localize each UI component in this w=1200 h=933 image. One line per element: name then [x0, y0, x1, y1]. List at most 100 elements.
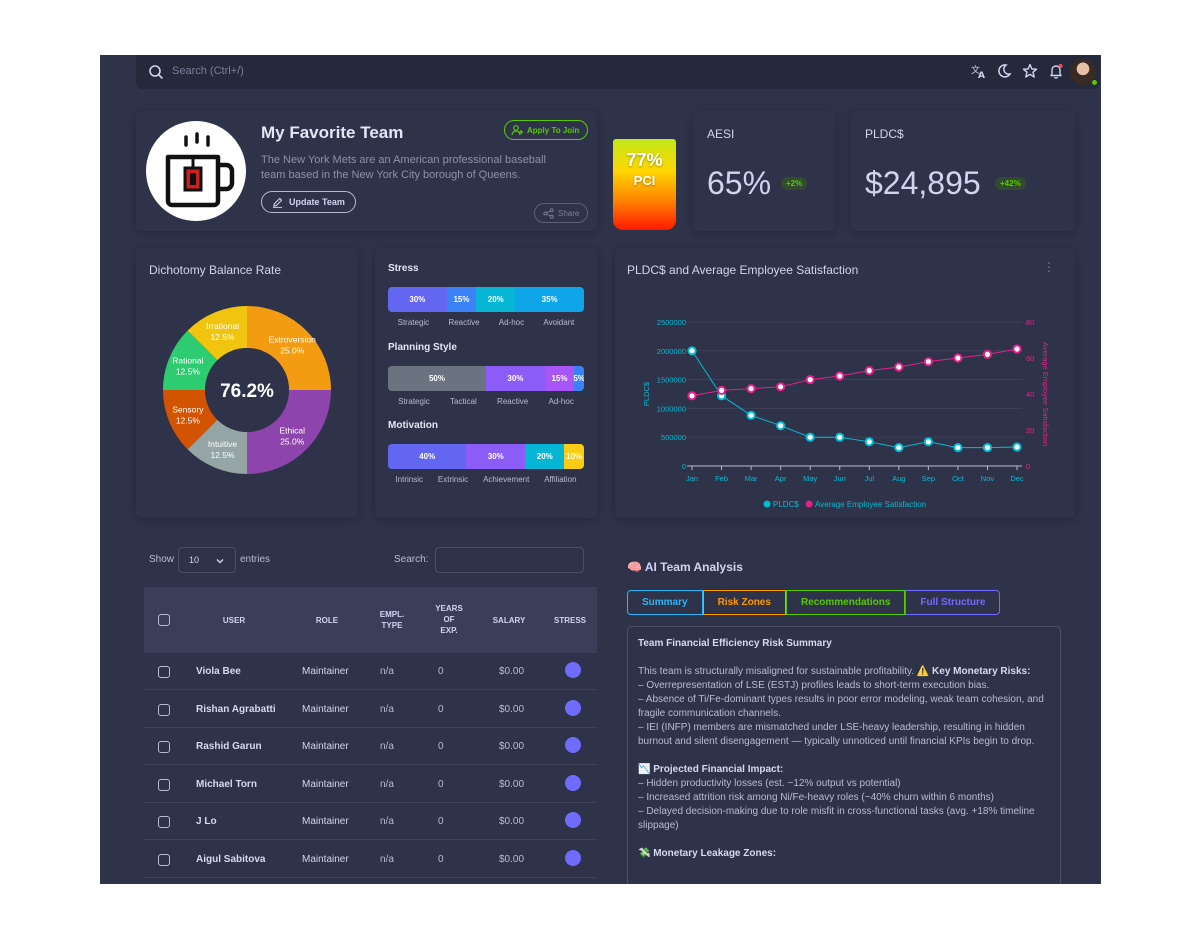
tab-summary[interactable]: Summary [627, 590, 703, 615]
user-name-cell[interactable]: Rashid Garun [196, 741, 262, 752]
row-checkbox[interactable] [158, 853, 170, 866]
y-tick-label: 500000 [661, 433, 686, 442]
kpi-card-aesi: AESI 65% +2% [693, 111, 835, 231]
table-row[interactable]: J Lo Maintainer n/a 0 $0.00 [144, 803, 597, 840]
moon-icon[interactable] [996, 63, 1012, 79]
data-point[interactable] [1012, 344, 1022, 354]
data-point[interactable] [805, 432, 815, 442]
bar-segment: 15% [544, 366, 575, 391]
data-point[interactable] [864, 366, 874, 376]
bar-segment-label: Tactical [450, 397, 477, 406]
column-header-role[interactable]: ROLE [315, 616, 339, 625]
column-header-salary[interactable]: SALARY [492, 616, 526, 625]
row-checkbox[interactable] [158, 741, 170, 753]
search-icon[interactable] [148, 64, 164, 80]
donut-slice-label: Sensory [172, 404, 204, 414]
table-row[interactable]: Viola Bee Maintainer n/a 0 $0.00 [144, 653, 597, 690]
table-search-input[interactable] [435, 547, 584, 573]
bar-segment-labels: Strategic Reactive Ad-hoc Avoidant [388, 318, 584, 327]
y2-tick-label: 40 [1026, 390, 1034, 399]
data-point[interactable] [894, 442, 904, 453]
data-point[interactable] [805, 375, 815, 385]
donut-slice-sensory [163, 390, 218, 450]
user-name-cell[interactable]: Aigul Sabitova [196, 853, 266, 865]
row-checkbox[interactable] [158, 778, 170, 791]
data-point[interactable] [953, 353, 963, 363]
column-header-user[interactable]: USER [222, 616, 246, 625]
table-row[interactable]: Rishan Agrabatti Maintainer n/a 0 $0.00 [144, 691, 597, 728]
legend-label[interactable]: Average Employee Satisfaction [815, 500, 926, 509]
data-point[interactable] [746, 384, 756, 394]
y-tick-label: 2500000 [657, 318, 686, 327]
x-tick-label: Jan [686, 474, 698, 483]
data-point[interactable] [716, 385, 727, 396]
data-point[interactable] [923, 437, 933, 447]
table-row[interactable]: Rashid Garun Maintainer n/a 0 $0.00 [144, 728, 597, 765]
column-header-stress[interactable]: STRESS [554, 616, 587, 625]
user-name-cell[interactable]: Michael Torn [196, 778, 257, 790]
bar-segment-label: Ad-hoc [548, 397, 574, 406]
team-logo [146, 121, 246, 221]
tab-full-structure[interactable]: Full Structure [905, 590, 1001, 615]
row-checkbox[interactable] [158, 816, 170, 828]
x-tick-label: Feb [715, 474, 728, 483]
table-row[interactable]: Michael Torn Maintainer n/a 0 $0.00 [144, 766, 597, 803]
data-point[interactable] [776, 382, 786, 392]
salary-cell: $0.00 [499, 816, 525, 827]
data-point[interactable] [864, 437, 874, 447]
column-header-empl-type[interactable]: EMPL. TYPE [379, 610, 405, 630]
data-point[interactable] [746, 410, 756, 420]
salary-cell: $0.00 [499, 666, 525, 677]
table-row[interactable]: Aigul Sabitova Maintainer n/a 0 $0.00 [144, 841, 597, 878]
page-size-select[interactable]: 10 [178, 547, 236, 573]
y2-tick-label: 80 [1026, 318, 1034, 327]
apply-to-join-button[interactable]: Apply To Join [504, 120, 589, 140]
bell-icon[interactable] [1048, 63, 1064, 79]
line-chart-title: PLDC$ and Average Employee Satisfaction [627, 263, 859, 277]
more-options-icon[interactable]: ⋮ [1043, 260, 1055, 274]
translate-icon[interactable]: 文 A [970, 63, 986, 79]
x-tick-label: Jun [834, 474, 846, 483]
data-point[interactable] [1012, 442, 1022, 452]
bar-segment-label: Intrinsic [395, 475, 424, 484]
data-point[interactable] [982, 442, 993, 453]
y-tick-label: 2000000 [657, 347, 686, 356]
data-point[interactable] [835, 371, 845, 381]
data-point[interactable] [982, 349, 993, 360]
team-card: My Favorite Team The New York Mets are a… [136, 111, 597, 231]
data-point[interactable] [687, 346, 697, 356]
y-axis-label: PLDC$ [642, 381, 651, 406]
data-point[interactable] [953, 442, 963, 453]
table-header: USER ROLE EMPL. TYPE YEARS OF EXP. SALAR… [144, 587, 597, 653]
column-header-years[interactable]: YEARS OF EXP. [435, 604, 463, 635]
donut-slice-percent: 12.5% [176, 367, 201, 377]
x-tick-label: Oct [952, 474, 965, 483]
bar-segment: 5% [573, 366, 584, 391]
user-name-cell[interactable]: Viola Bee [196, 666, 241, 677]
user-name-cell[interactable]: J Lo [196, 816, 217, 827]
legend-label[interactable]: PLDC$ [773, 500, 799, 509]
ai-analysis-title: 🧠 AI Team Analysis [627, 560, 743, 574]
risk-item: – IEI (INFP) members are mismatched unde… [638, 722, 1035, 747]
select-all-checkbox[interactable] [158, 614, 170, 626]
user-name-cell[interactable]: Rishan Agrabatti [196, 703, 276, 715]
dichotomy-card: Dichotomy Balance Rate Extroversion 25.0%… [136, 248, 358, 518]
data-point[interactable] [835, 432, 845, 442]
data-point[interactable] [894, 362, 904, 372]
pci-badge: 77% PCI [613, 139, 676, 230]
data-point[interactable] [687, 391, 697, 401]
ai-tabs: Summary Risk Zones Recommendations Full Str… [627, 590, 1001, 615]
tab-risk-zones[interactable]: Risk Zones [702, 590, 786, 615]
kpi-change-badge: +42% [995, 177, 1026, 190]
tab-recommendations[interactable]: Recommendations [785, 590, 906, 615]
update-team-button[interactable]: Update Team [261, 191, 356, 213]
data-point[interactable] [776, 421, 786, 431]
years-exp-cell: 0 [438, 778, 444, 790]
row-checkbox[interactable] [158, 666, 170, 678]
share-button[interactable]: Share [534, 203, 589, 223]
star-icon[interactable] [1022, 63, 1038, 79]
search-input[interactable]: Search (Ctrl+/) [172, 65, 244, 77]
stress-indicator [565, 774, 581, 791]
data-point[interactable] [923, 357, 933, 367]
row-checkbox[interactable] [158, 703, 170, 716]
